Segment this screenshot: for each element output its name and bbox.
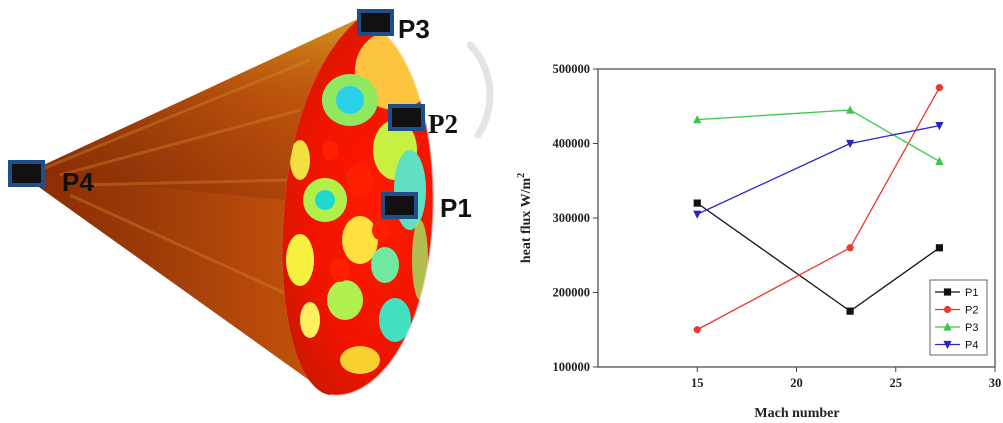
legend-label-p3: P3 — [965, 322, 978, 334]
marker-p4-label: P4 — [62, 167, 94, 197]
y-axis-title-superscript: 2 — [516, 173, 527, 178]
x-tick-label: 30 — [989, 376, 1002, 390]
marker-p2-box — [388, 104, 425, 131]
legend-marker-p1 — [943, 288, 952, 296]
data-point-p1 — [693, 199, 701, 207]
legend-marker-p2 — [943, 305, 952, 314]
y-axis-title: heat flux W/m2 — [516, 173, 534, 263]
data-point-p1 — [846, 307, 854, 315]
legend-label-p2: P2 — [965, 305, 978, 317]
marker-p1-label: P1 — [440, 193, 472, 223]
legend-label-p4: P4 — [965, 340, 978, 352]
data-point-p3 — [693, 115, 702, 124]
y-axis: 100000 200000 300000 400000 500000 — [553, 62, 598, 374]
legend: P1 P2 P3 P4 — [929, 279, 988, 356]
y-tick-label: 500000 — [553, 62, 591, 76]
series-layer — [693, 84, 944, 334]
data-point-p3 — [935, 156, 944, 165]
y-tick-label: 300000 — [553, 211, 591, 225]
data-point-p4 — [845, 139, 855, 149]
watermark-arc — [466, 41, 494, 139]
series-line-p1 — [696, 202, 940, 312]
data-point-p2 — [935, 84, 944, 92]
legend-marker-p3 — [943, 322, 952, 331]
cone-surface-highlight — [22, 18, 360, 200]
legend-label-p1: P1 — [965, 287, 978, 299]
x-axis: 15 20 25 30 — [691, 367, 1001, 390]
y-tick-label: 100000 — [553, 360, 591, 374]
y-axis-title-text: heat flux W/m — [519, 178, 534, 264]
marker-p3-box — [357, 9, 394, 36]
cone-illustration — [22, 17, 435, 397]
y-tick-label: 200000 — [553, 286, 591, 300]
marker-p1-box — [381, 192, 418, 219]
cone-base-rim — [329, 17, 435, 397]
series-line-p2 — [696, 87, 940, 331]
data-point-p3 — [845, 105, 855, 114]
data-point-p2 — [693, 326, 701, 334]
y-axis-title-group: heat flux W/m2 — [516, 173, 534, 263]
heat-flux-chart: 15 20 25 30 100000200000300000400000500000 … — [516, 62, 1001, 421]
x-tick-label: 25 — [890, 376, 903, 390]
probe-markers: P3 P2 P4 P1 — [8, 9, 472, 223]
marker-p2-label: P2 — [428, 109, 458, 139]
y-tick-label: 400000 — [553, 137, 591, 151]
cone-streaks — [39, 58, 311, 302]
x-axis-title: Mach number — [754, 406, 839, 421]
x-tick-label: 20 — [790, 376, 803, 390]
x-tick-label: 15 — [691, 376, 704, 390]
legend-marker-p4 — [943, 340, 952, 350]
marker-p4-box — [8, 160, 45, 187]
marker-p3-label: P3 — [398, 14, 430, 44]
data-point-p4 — [935, 122, 944, 131]
data-point-p1 — [935, 244, 944, 252]
data-point-p2 — [846, 244, 854, 252]
data-point-p4 — [693, 210, 702, 219]
series-line-p4 — [696, 124, 940, 215]
